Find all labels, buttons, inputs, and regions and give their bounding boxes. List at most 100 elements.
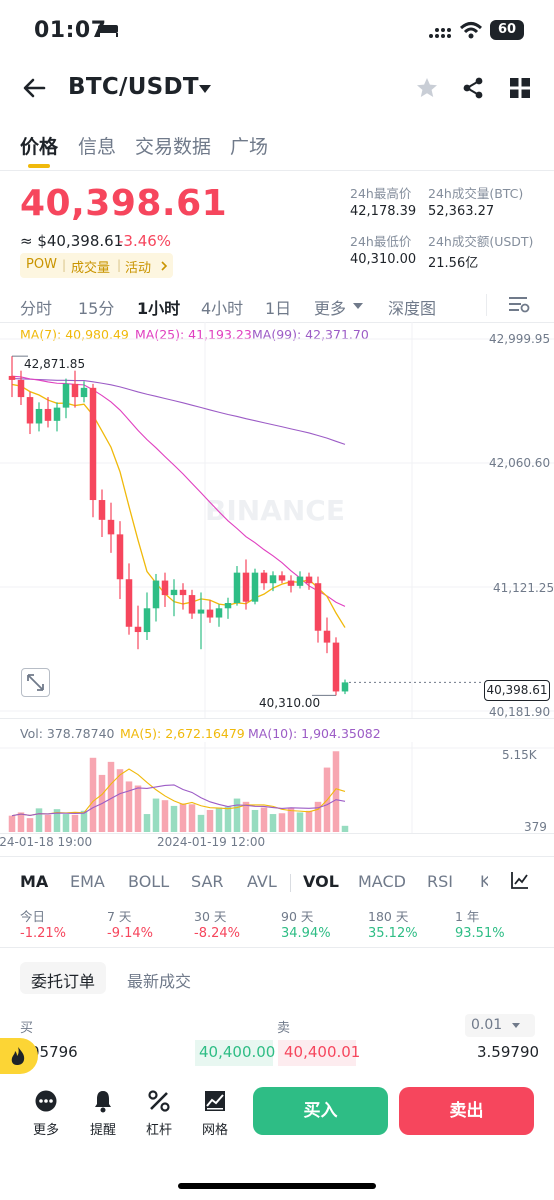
tab-square[interactable]: 广场: [230, 136, 269, 158]
vol-ma5-label: MA(5): 2,672.16479: [120, 726, 245, 741]
volume-bar: [134, 785, 142, 832]
tab-recent-trades[interactable]: 最新成交: [127, 972, 192, 991]
more-label[interactable]: 更多: [33, 1123, 60, 1138]
grid-layout-icon[interactable]: [510, 78, 530, 98]
precision-dropdown[interactable]: [465, 1014, 535, 1037]
volume-bar: [242, 801, 250, 832]
ask-depth-bar: [278, 1040, 356, 1066]
perf-value: -9.14%: [107, 926, 153, 941]
y-tick: 40,181.90: [489, 705, 551, 719]
vol-y-top: 5.15K: [502, 748, 537, 762]
leverage-label[interactable]: 杠杆: [146, 1123, 173, 1138]
candle-body: [62, 383, 70, 408]
tab-info[interactable]: 信息: [78, 136, 117, 158]
volume-bar: [170, 805, 178, 832]
tag-activity[interactable]: 活动: [125, 261, 152, 276]
candlestick-chart[interactable]: BINANCE: [0, 322, 554, 718]
candle-body: [206, 609, 214, 618]
star-icon[interactable]: [415, 76, 439, 100]
grid-label[interactable]: 网格: [202, 1123, 229, 1138]
divider: [0, 718, 554, 719]
indicator-avl[interactable]: AVL: [247, 872, 277, 891]
caret-down-icon[interactable]: [198, 84, 212, 94]
interval-15m[interactable]: 15分: [78, 299, 115, 318]
leverage-icon[interactable]: [148, 1090, 170, 1112]
interval-4h[interactable]: 4小时: [201, 299, 244, 318]
divider: [0, 322, 554, 323]
indicator-boll[interactable]: BOLL: [128, 872, 170, 891]
tag-volume[interactable]: 成交量: [71, 261, 111, 276]
candle-body: [17, 379, 25, 398]
y-tick: 41,121.25: [493, 581, 554, 595]
y-tick: 42,999.95: [489, 332, 551, 346]
x-tick: 2024-01-18 19:00: [0, 835, 93, 849]
alert-label[interactable]: 提醒: [90, 1123, 117, 1138]
bid-depth-bar: [195, 1040, 273, 1066]
indicator-sar[interactable]: SAR: [191, 872, 224, 891]
indicator-ma[interactable]: MA: [20, 872, 49, 891]
volume-bar: [233, 798, 241, 832]
buy-button[interactable]: 买入: [253, 1087, 388, 1135]
volume-bar: [53, 809, 61, 832]
stat-vol-btc: 52,363.27: [428, 204, 495, 219]
candle-body: [44, 408, 52, 421]
tag-pow[interactable]: POW: [26, 257, 57, 272]
candle-body: [296, 576, 304, 586]
volume-bar: [89, 757, 97, 832]
grid-trading-icon[interactable]: [204, 1090, 226, 1112]
bell-icon[interactable]: [92, 1089, 114, 1113]
indicator-settings-icon[interactable]: [510, 870, 530, 890]
tab-price[interactable]: 价格: [20, 136, 59, 158]
share-icon[interactable]: [462, 77, 484, 99]
interval-1h[interactable]: 1小时: [137, 299, 181, 318]
candle-body: [71, 383, 79, 398]
perf-label: 1 年: [455, 909, 480, 924]
back-arrow-icon[interactable]: [22, 78, 46, 98]
ask-qty[interactable]: 3.59790: [477, 1043, 540, 1061]
divider: [0, 170, 554, 171]
divider: [290, 874, 291, 892]
indicator-macd[interactable]: MACD: [358, 872, 406, 891]
volume-bar: [143, 814, 151, 832]
candle-body: [305, 576, 313, 584]
depth-chart-tab[interactable]: 深度图: [388, 299, 437, 318]
candle-body: [179, 589, 187, 596]
bid-price[interactable]: 40,400.00: [199, 1043, 276, 1061]
chart-settings-icon[interactable]: [508, 296, 530, 314]
sell-button[interactable]: 卖出: [399, 1087, 534, 1135]
perf-label: 7 天: [107, 909, 132, 924]
buy-header: 买: [20, 1021, 34, 1036]
order-tab-active-bg: [20, 962, 106, 994]
candle-body: [269, 575, 277, 584]
interval-more[interactable]: 更多: [314, 299, 347, 318]
stat-vol-usdt: 21.56亿: [428, 256, 479, 271]
interval-timeline[interactable]: 分时: [20, 299, 53, 318]
pair-title[interactable]: BTC/USDT: [68, 74, 199, 100]
vol-ma5-line: [11, 768, 346, 817]
caret-down-icon[interactable]: [352, 302, 364, 310]
volume-bar: [296, 812, 304, 832]
tag-separator: |: [62, 258, 67, 272]
interval-1d[interactable]: 1日: [265, 299, 292, 318]
divider: [0, 947, 554, 948]
volume-chart: [0, 742, 554, 834]
candle-body: [332, 642, 340, 692]
indicator-vol[interactable]: VOL: [303, 872, 339, 891]
candle-body: [314, 583, 322, 631]
indicator-ema[interactable]: EMA: [70, 872, 105, 891]
indicator-kdj[interactable]: K: [480, 872, 488, 891]
indicator-rsi[interactable]: RSI: [427, 872, 453, 891]
candle-body: [98, 500, 106, 520]
ma99-label: MA(99): 42,371.70: [252, 327, 369, 342]
precision-value: 0.01: [471, 1017, 503, 1033]
candle-body: [233, 572, 241, 604]
ask-price[interactable]: 40,400.01: [284, 1043, 361, 1061]
expand-button[interactable]: [21, 668, 50, 697]
volume-bar: [269, 814, 277, 832]
tab-order-book[interactable]: 委托订单: [31, 972, 96, 991]
divider: [486, 294, 487, 316]
tab-trading-data[interactable]: 交易数据: [135, 136, 212, 158]
bid-qty[interactable]: 05796: [30, 1043, 78, 1061]
more-icon[interactable]: [35, 1090, 57, 1112]
hot-floating-button[interactable]: [0, 1038, 38, 1074]
